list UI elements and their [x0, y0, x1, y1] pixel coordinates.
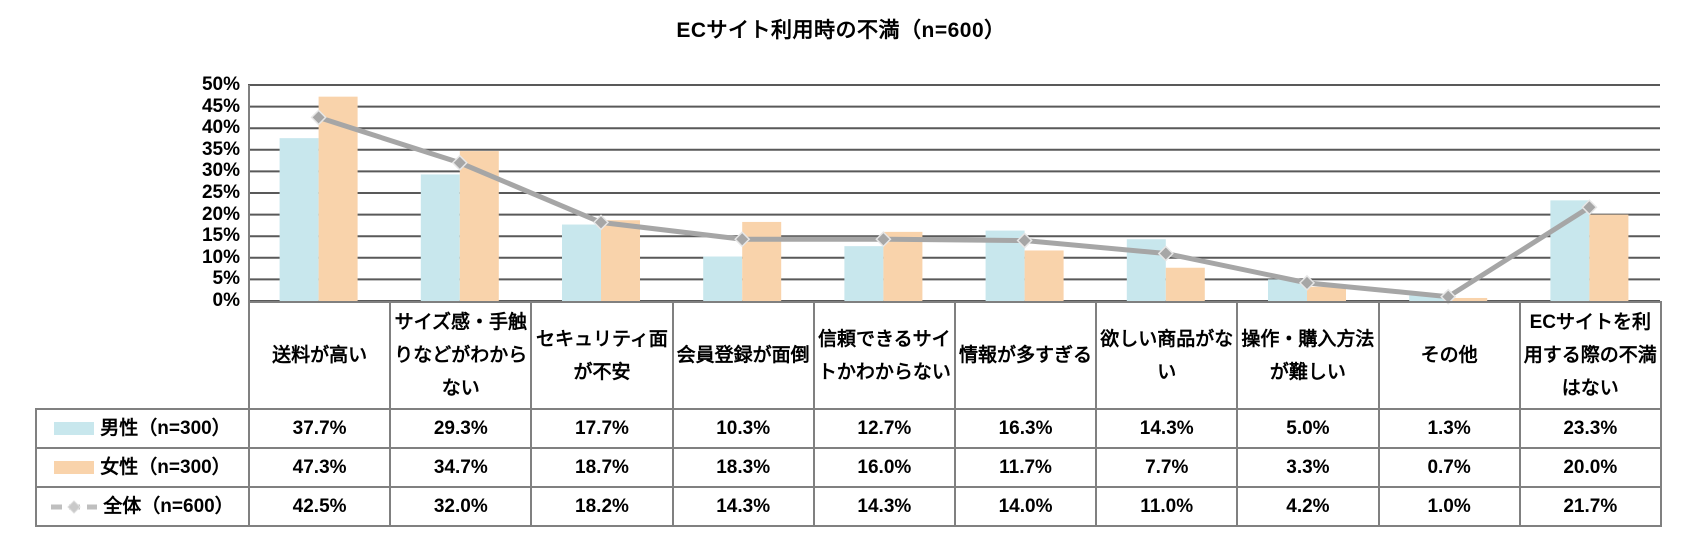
- line-total: [317, 115, 1591, 300]
- bar-male: [1268, 279, 1307, 301]
- line-marker-diamond: [451, 154, 468, 171]
- bar-female: [742, 221, 782, 301]
- value-cell: 14.0%: [953, 486, 1098, 527]
- series-label: 全体（n=600）: [103, 496, 234, 517]
- chart-title: ECサイト利用時の不満（n=600）: [676, 19, 1006, 42]
- value-cell: 12.7%: [812, 408, 956, 449]
- bar-female: [1589, 214, 1629, 301]
- value-cell: 3.3%: [1236, 447, 1380, 488]
- plot-area: [248, 84, 1660, 305]
- value-cell: 18.3%: [671, 447, 815, 488]
- category-header-cell: その他: [1377, 301, 1521, 410]
- y-tick-label: 25%: [201, 182, 240, 203]
- bar-male: [562, 224, 601, 301]
- value-cell: 5.0%: [1236, 408, 1380, 449]
- line-marker-diamond: [1581, 199, 1598, 216]
- value-cell: 21.7%: [1518, 486, 1662, 527]
- line-marker-diamond: [310, 109, 327, 126]
- y-tick-label: 40%: [201, 117, 240, 139]
- bar-female: [1024, 250, 1064, 301]
- value-cell: 16.0%: [812, 447, 956, 488]
- series-label: 男性（n=300）: [100, 418, 231, 439]
- value-cell: 18.7%: [530, 447, 674, 488]
- y-tick-label: 35%: [201, 138, 240, 160]
- series-label-cell: 全体（n=600）: [35, 486, 250, 527]
- y-tick-label: 20%: [201, 203, 240, 225]
- value-cell: 11.0%: [1095, 486, 1239, 527]
- y-tick-label: 5%: [212, 268, 240, 290]
- table-row: 男性（n=300） 37.7% 29.3% 17.7% 10.3% 12.7% 16.3% 1…: [35, 408, 1662, 449]
- series-label-cell: 女性（n=300）: [35, 447, 250, 488]
- value-cell: 14.3%: [812, 486, 956, 527]
- bar-female: [883, 231, 923, 301]
- legend-swatch-male: [54, 422, 95, 435]
- y-tick-label: 10%: [201, 246, 240, 268]
- table-row: 女性（n=300） 47.3% 34.7% 18.7% 18.3% 16.0% 11.7% 7…: [35, 447, 1662, 488]
- value-cell: 32.0%: [389, 486, 533, 527]
- y-tick-label: 30%: [201, 160, 240, 182]
- category-header-cell: 欲しい商品がない: [1095, 301, 1239, 410]
- value-cell: 1.3%: [1377, 408, 1521, 449]
- category-header-cell: ECサイトを利用する際の不満はない: [1518, 301, 1662, 410]
- value-cell: 1.0%: [1377, 486, 1521, 527]
- value-cell: 29.3%: [389, 408, 533, 449]
- value-cell: 37.7%: [247, 408, 392, 449]
- value-cell: 17.7%: [530, 408, 674, 449]
- value-cell: 16.3%: [953, 408, 1098, 449]
- value-cell: 4.2%: [1236, 486, 1380, 527]
- value-cell: 34.7%: [389, 447, 533, 488]
- category-header-cell: 送料が高い: [247, 301, 392, 410]
- bar-male: [844, 246, 884, 301]
- series-label-cell: 男性（n=300）: [35, 408, 250, 449]
- bar-female: [318, 96, 358, 301]
- bar-male: [420, 174, 460, 301]
- category-header-cell: 操作・購入方法が難しい: [1236, 301, 1380, 410]
- bar-male: [279, 138, 319, 301]
- value-cell: 20.0%: [1518, 447, 1662, 488]
- line-marker-diamond: [1157, 245, 1174, 262]
- bar-female: [1448, 297, 1488, 301]
- legend-swatch-total-line: [51, 499, 98, 514]
- bar-female: [1307, 286, 1346, 301]
- category-header-cell: サイズ感・手触りなどがわからない: [389, 301, 533, 410]
- value-cell: 18.2%: [530, 486, 674, 527]
- category-header-cell: 信頼できるサイトかわからない: [812, 301, 956, 410]
- y-tick-label: 45%: [201, 95, 240, 117]
- series-label: 女性（n=300）: [100, 457, 231, 478]
- table-row: 全体（n=600） 42.5% 32.0% 18.2% 14.3% 14.3% 14.0% 1…: [35, 486, 1662, 527]
- data-table: 送料が高い サイズ感・手触りなどがわからない セキュリティ面が不安 会員登録が面倒 信頼…: [35, 301, 1662, 527]
- bar-female: [1165, 267, 1205, 301]
- line-marker-diamond: [875, 231, 892, 248]
- line-marker-diamond: [1298, 274, 1316, 291]
- value-cell: 47.3%: [247, 447, 392, 488]
- category-header-cell: セキュリティ面が不安: [530, 301, 674, 410]
- value-cell: 10.3%: [671, 408, 815, 449]
- value-cell: 23.3%: [1518, 408, 1662, 449]
- value-cell: 42.5%: [247, 486, 392, 527]
- line-marker-diamond: [592, 214, 610, 231]
- table-corner-blank: [36, 302, 249, 409]
- value-cell: 14.3%: [1095, 408, 1239, 449]
- bar-male: [1409, 295, 1449, 301]
- value-cell: 0.7%: [1377, 447, 1521, 488]
- bar-male: [703, 256, 743, 301]
- bar-male: [1550, 200, 1590, 301]
- category-header-cell: 情報が多すぎる: [953, 301, 1098, 410]
- value-cell: 14.3%: [671, 486, 815, 527]
- y-tick-label: 50%: [201, 74, 240, 95]
- legend-diamond: [67, 499, 82, 514]
- value-cell: 7.7%: [1095, 447, 1239, 488]
- bar-female: [601, 220, 640, 301]
- category-header-cell: 会員登録が面倒: [671, 301, 815, 410]
- y-tick-label: 0%: [212, 290, 240, 311]
- value-cell: 11.7%: [953, 447, 1098, 488]
- y-tick-label: 15%: [201, 225, 240, 247]
- line-marker-diamond: [734, 231, 751, 248]
- legend-swatch-female: [54, 461, 95, 474]
- line-marker-diamond: [1016, 232, 1033, 249]
